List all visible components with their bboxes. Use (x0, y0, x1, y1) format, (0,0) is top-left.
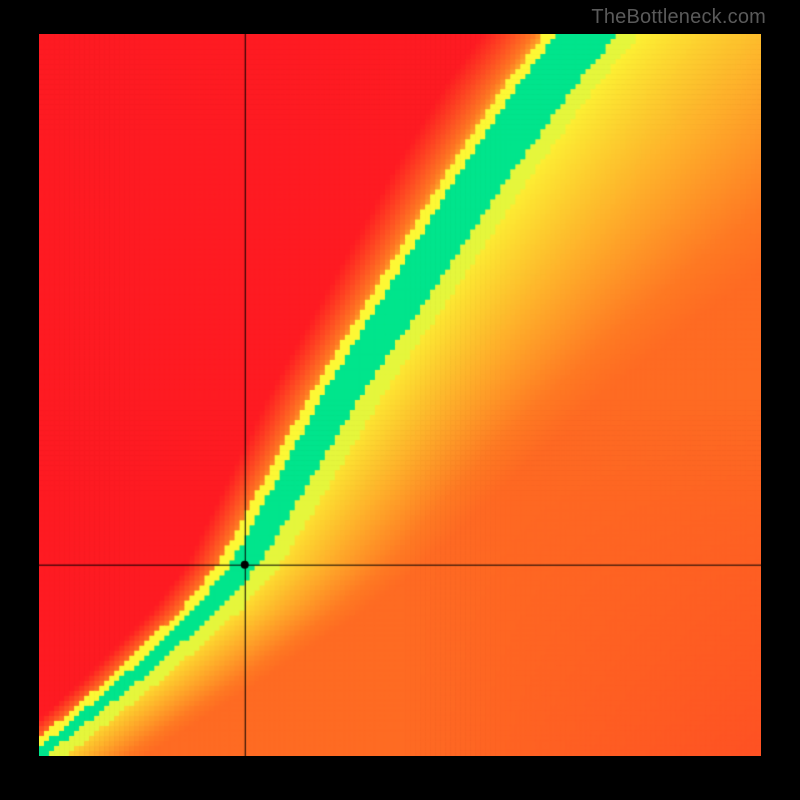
chart-frame: TheBottleneck.com (0, 0, 800, 800)
bottleneck-heatmap (39, 34, 761, 756)
watermark-text: TheBottleneck.com (591, 6, 766, 29)
